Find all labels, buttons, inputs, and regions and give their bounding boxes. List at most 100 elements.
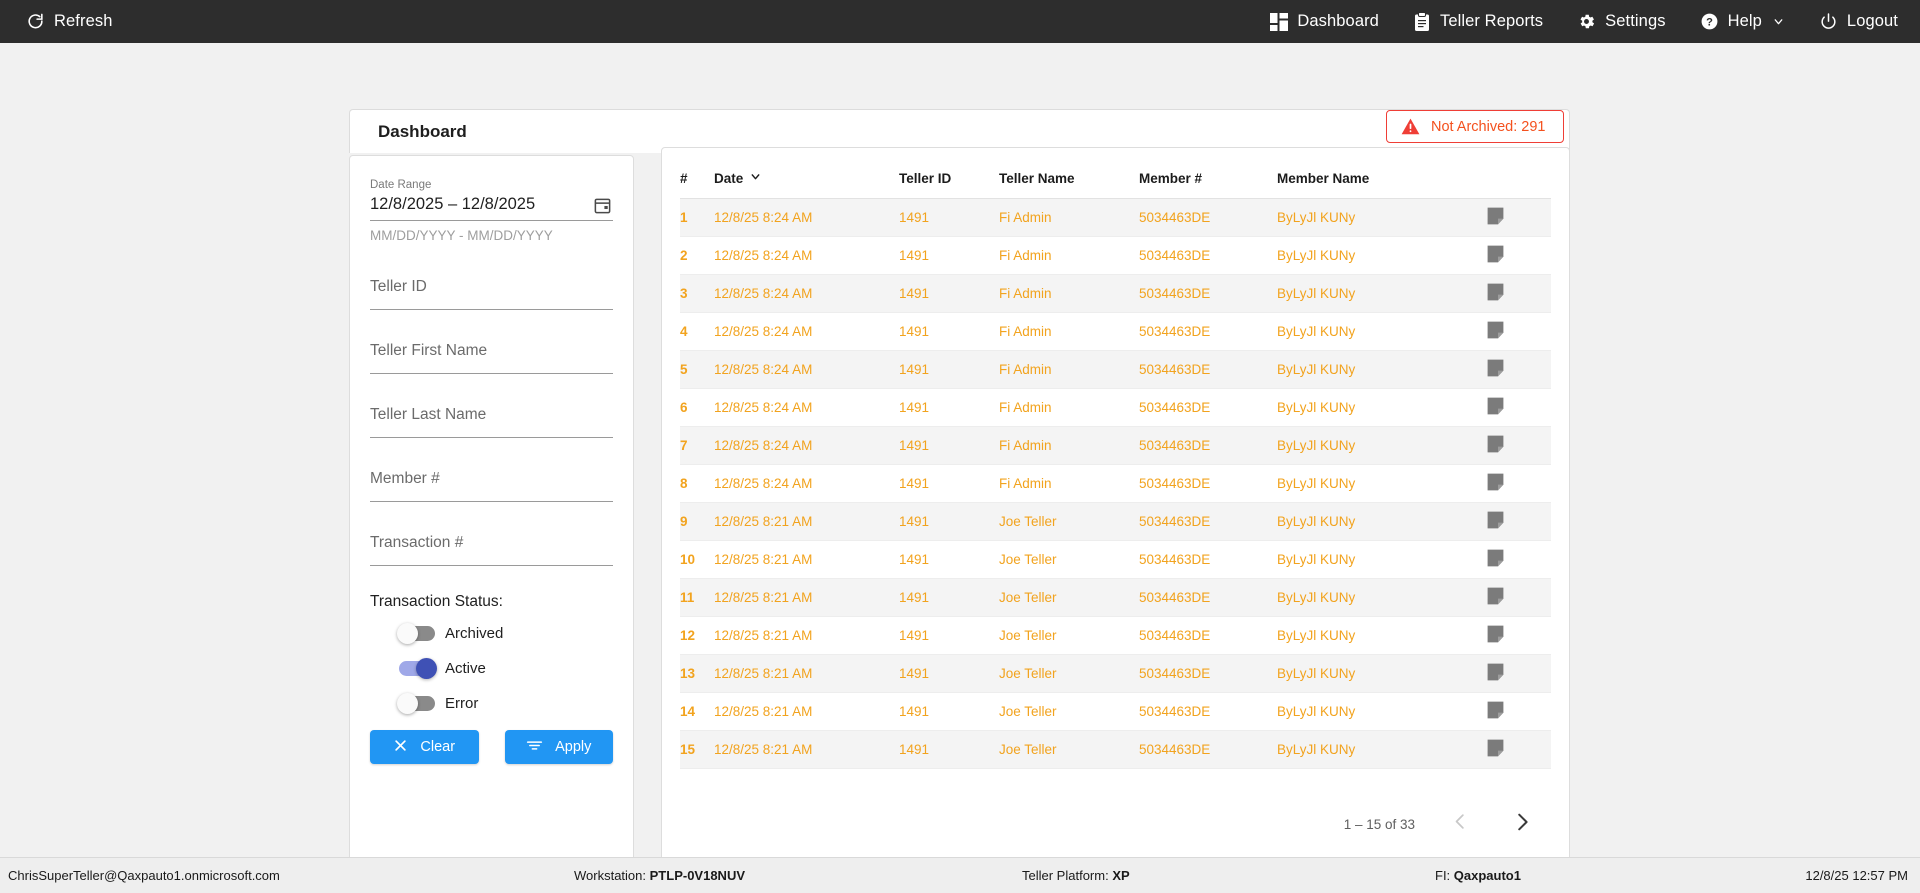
toggle-archived-switch[interactable] bbox=[397, 623, 435, 644]
refresh-label: Refresh bbox=[54, 12, 113, 30]
cell-note[interactable] bbox=[1487, 274, 1551, 313]
input-teller-id[interactable]: Teller ID bbox=[370, 273, 613, 310]
column-header-member-num[interactable]: Member # bbox=[1139, 148, 1277, 199]
nav-item-teller-reports[interactable]: Teller Reports bbox=[1413, 11, 1543, 32]
cell-index: 5 bbox=[680, 350, 714, 389]
pagination-next-button[interactable] bbox=[1505, 807, 1539, 841]
input-teller-last-name[interactable]: Teller Last Name bbox=[370, 401, 613, 438]
table-row[interactable]: 7 12/8/25 8:24 AM 1491 Fi Admin 5034463DE ByL… bbox=[680, 426, 1551, 465]
table-row[interactable]: 4 12/8/25 8:24 AM 1491 Fi Admin 5034463DE ByL… bbox=[680, 312, 1551, 351]
table-row[interactable]: 15 12/8/25 8:21 AM 1491 Joe Teller 5034463DE… bbox=[680, 730, 1551, 769]
close-x-icon bbox=[393, 738, 408, 757]
transaction-status-label: Transaction Status: bbox=[370, 593, 503, 610]
cell-teller-name: Fi Admin bbox=[999, 388, 1139, 427]
table-row[interactable]: 6 12/8/25 8:24 AM 1491 Fi Admin 5034463DE ByL… bbox=[680, 388, 1551, 427]
table-header-row: # Date Teller ID Teller Name bbox=[680, 148, 1551, 199]
cell-index: 8 bbox=[680, 464, 714, 503]
note-icon[interactable] bbox=[1487, 625, 1504, 646]
cell-note[interactable] bbox=[1487, 654, 1551, 693]
nav-item-help[interactable]: ? Help bbox=[1700, 12, 1785, 31]
column-header-member-name[interactable]: Member Name bbox=[1277, 148, 1487, 199]
table-row[interactable]: 2 12/8/25 8:24 AM 1491 Fi Admin 5034463DE ByL… bbox=[680, 236, 1551, 275]
cell-note[interactable] bbox=[1487, 426, 1551, 465]
table-row[interactable]: 13 12/8/25 8:21 AM 1491 Joe Teller 5034463DE… bbox=[680, 654, 1551, 693]
chevron-left-icon bbox=[1451, 812, 1470, 836]
note-icon[interactable] bbox=[1487, 245, 1504, 266]
table-row[interactable]: 3 12/8/25 8:24 AM 1491 Fi Admin 5034463DE ByL… bbox=[680, 274, 1551, 313]
note-icon[interactable] bbox=[1487, 739, 1504, 760]
dashboard-icon bbox=[1270, 12, 1289, 31]
chevron-down-icon bbox=[749, 170, 762, 186]
column-header-index[interactable]: # bbox=[680, 148, 714, 199]
cell-note[interactable] bbox=[1487, 388, 1551, 427]
column-header-teller-id[interactable]: Teller ID bbox=[899, 148, 999, 199]
cell-note[interactable] bbox=[1487, 578, 1551, 617]
note-icon[interactable] bbox=[1487, 549, 1504, 570]
note-icon[interactable] bbox=[1487, 663, 1504, 684]
table-row[interactable]: 9 12/8/25 8:21 AM 1491 Joe Teller 5034463DE B… bbox=[680, 502, 1551, 541]
input-underline bbox=[370, 373, 613, 374]
nav-label-help: Help bbox=[1727, 12, 1762, 30]
cell-note[interactable] bbox=[1487, 350, 1551, 389]
clear-button[interactable]: Clear bbox=[370, 730, 479, 764]
apply-button[interactable]: Apply bbox=[504, 730, 613, 764]
table-row[interactable]: 10 12/8/25 8:21 AM 1491 Joe Teller 5034463DE… bbox=[680, 540, 1551, 579]
pagination-prev-button[interactable] bbox=[1443, 807, 1477, 841]
table-row[interactable]: 14 12/8/25 8:21 AM 1491 Joe Teller 5034463DE… bbox=[680, 692, 1551, 731]
note-icon[interactable] bbox=[1487, 283, 1504, 304]
toggle-error[interactable]: Error bbox=[397, 693, 613, 714]
note-icon[interactable] bbox=[1487, 207, 1504, 228]
cell-note[interactable] bbox=[1487, 198, 1551, 237]
nav-item-settings[interactable]: Settings bbox=[1577, 12, 1665, 31]
footer-fi-value: Qaxpauto1 bbox=[1453, 868, 1521, 883]
note-icon[interactable] bbox=[1487, 473, 1504, 494]
not-archived-badge[interactable]: Not Archived: 291 bbox=[1386, 110, 1565, 143]
note-icon[interactable] bbox=[1487, 587, 1504, 608]
note-icon[interactable] bbox=[1487, 397, 1504, 418]
input-member-number[interactable]: Member # bbox=[370, 465, 613, 502]
page-body: Dashboard Not Archived: 291 Date Range 1… bbox=[0, 43, 1920, 893]
note-icon[interactable] bbox=[1487, 435, 1504, 456]
nav-item-dashboard[interactable]: Dashboard bbox=[1270, 12, 1379, 31]
toggle-active-switch[interactable] bbox=[399, 658, 437, 679]
refresh-button[interactable]: Refresh bbox=[26, 12, 112, 31]
cell-date: 12/8/25 8:24 AM bbox=[714, 198, 899, 237]
date-range-field[interactable]: Date Range 12/8/2025 – 12/8/2025 MM/DD/Y… bbox=[370, 178, 613, 243]
status-bar: ChrisSuperTeller@Qaxpauto1.onmicrosoft.c… bbox=[0, 857, 1920, 893]
cell-note[interactable] bbox=[1487, 312, 1551, 351]
cell-member-name: ByLyJl KUNy bbox=[1277, 502, 1487, 541]
cell-note[interactable] bbox=[1487, 236, 1551, 275]
nav-label-logout: Logout bbox=[1846, 12, 1898, 30]
input-underline bbox=[370, 501, 613, 502]
cell-note[interactable] bbox=[1487, 464, 1551, 503]
table-row[interactable]: 12 12/8/25 8:21 AM 1491 Joe Teller 5034463DE… bbox=[680, 616, 1551, 655]
cell-index: 13 bbox=[680, 654, 714, 693]
table-row[interactable]: 1 12/8/25 8:24 AM 1491 Fi Admin 5034463DE ByL… bbox=[680, 198, 1551, 237]
nav-item-logout[interactable]: Logout bbox=[1819, 12, 1898, 31]
input-teller-first-name[interactable]: Teller First Name bbox=[370, 337, 613, 374]
cell-note[interactable] bbox=[1487, 502, 1551, 541]
table-row[interactable]: 11 12/8/25 8:21 AM 1491 Joe Teller 5034463DE… bbox=[680, 578, 1551, 617]
calendar-icon[interactable] bbox=[591, 194, 613, 216]
cell-teller-name: Fi Admin bbox=[999, 426, 1139, 465]
pagination: 1 – 15 of 33 bbox=[1344, 807, 1539, 841]
table-row[interactable]: 5 12/8/25 8:24 AM 1491 Fi Admin 5034463DE ByL… bbox=[680, 350, 1551, 389]
toggle-error-switch[interactable] bbox=[397, 693, 435, 714]
column-header-date[interactable]: Date bbox=[714, 148, 899, 199]
note-icon[interactable] bbox=[1487, 321, 1504, 342]
note-icon[interactable] bbox=[1487, 359, 1504, 380]
toggle-archived[interactable]: Archived bbox=[397, 623, 613, 644]
not-archived-label: Not Archived: 291 bbox=[1431, 118, 1546, 135]
cell-note[interactable] bbox=[1487, 616, 1551, 655]
column-header-teller-name[interactable]: Teller Name bbox=[999, 148, 1139, 199]
cell-note[interactable] bbox=[1487, 692, 1551, 731]
table-row[interactable]: 8 12/8/25 8:24 AM 1491 Fi Admin 5034463DE ByL… bbox=[680, 464, 1551, 503]
cell-note[interactable] bbox=[1487, 540, 1551, 579]
note-icon[interactable] bbox=[1487, 511, 1504, 532]
column-header-note bbox=[1487, 148, 1551, 199]
input-transaction-number[interactable]: Transaction # bbox=[370, 529, 613, 566]
input-underline bbox=[370, 309, 613, 310]
cell-note[interactable] bbox=[1487, 730, 1551, 769]
toggle-active[interactable]: Active bbox=[399, 658, 613, 679]
note-icon[interactable] bbox=[1487, 701, 1504, 722]
